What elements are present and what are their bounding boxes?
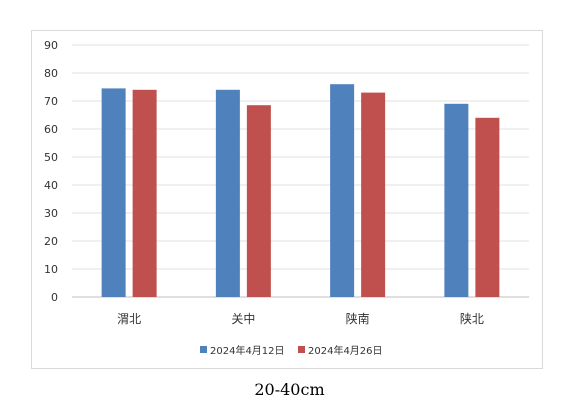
bar <box>361 92 386 297</box>
y-tick-label: 30 <box>44 207 58 220</box>
legend-swatch <box>200 346 207 353</box>
legend-label: 2024年4月12日 <box>210 344 285 357</box>
y-axis-ticks: 0 10 20 30 40 50 60 70 80 90 <box>44 39 58 304</box>
y-tick-label: 70 <box>44 95 58 108</box>
chart-frame: 0 10 20 30 40 50 60 70 80 90 渭北 关中 陕南 陕北 2024年4月12日 2… <box>31 30 543 369</box>
category-label: 关中 <box>231 311 255 326</box>
y-tick-label: 20 <box>44 235 58 248</box>
bar <box>330 84 355 297</box>
y-tick-label: 80 <box>44 67 58 80</box>
y-tick-label: 10 <box>44 263 58 276</box>
legend: 2024年4月12日 2024年4月26日 <box>200 344 383 357</box>
bars <box>101 84 500 298</box>
bar <box>475 117 500 297</box>
category-label: 渭北 <box>117 312 141 326</box>
y-tick-label: 50 <box>44 151 58 164</box>
bar <box>246 105 271 297</box>
bar <box>101 88 126 298</box>
category-label: 陕南 <box>346 311 370 326</box>
y-tick-label: 90 <box>44 39 58 52</box>
y-tick-label: 60 <box>44 123 58 136</box>
bar <box>132 89 157 297</box>
chart-caption: 20-40cm <box>254 380 325 399</box>
y-tick-label: 40 <box>44 179 58 192</box>
y-tick-label: 0 <box>51 291 58 304</box>
bar <box>215 89 240 297</box>
category-label: 陕北 <box>460 311 484 326</box>
bar <box>444 103 469 297</box>
legend-label: 2024年4月26日 <box>308 344 383 357</box>
x-axis-labels: 渭北 关中 陕南 陕北 <box>117 311 484 326</box>
legend-swatch <box>298 346 305 353</box>
